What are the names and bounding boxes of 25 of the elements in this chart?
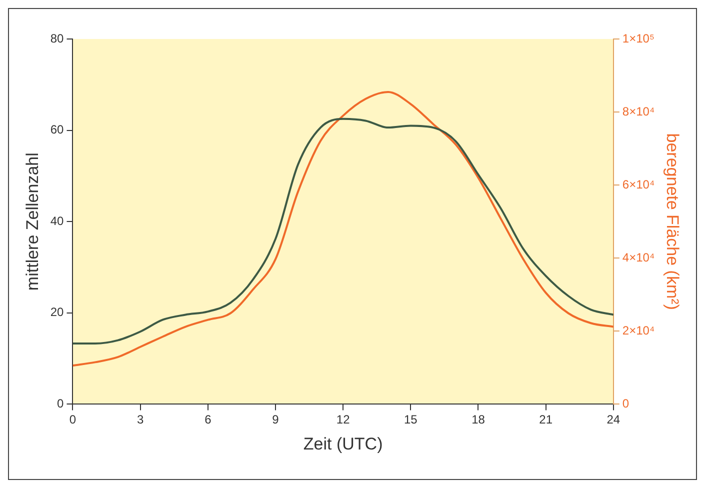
x-tick-label: 24	[606, 412, 620, 427]
y2-tick-label: 0	[622, 396, 630, 411]
x-tick-label: 9	[272, 412, 280, 427]
x-tick-label: 21	[539, 412, 553, 427]
y2-tick-label: 1×10⁵	[622, 31, 654, 46]
x-tick-label: 15	[404, 412, 418, 427]
line-series	[72, 118, 614, 344]
y2-axis-title: beregnete Fläche (km²)	[663, 133, 682, 310]
y-axis-title: mittlere Zellenzahl	[22, 152, 42, 291]
x-tick-label: 0	[69, 412, 76, 427]
x-axis-title: Zeit (UTC)	[303, 434, 383, 454]
y2-tick-label: 4×10⁴	[622, 250, 655, 264]
y-tick-label: 0	[57, 396, 64, 411]
y2-tick-label: 2×10⁴	[622, 323, 655, 338]
y-tick-label: 80	[50, 31, 64, 46]
line-series	[72, 90, 614, 366]
x-tick-label: 6	[204, 412, 212, 427]
y2-tick-label: 8×10⁴	[622, 104, 655, 118]
x-tick-label: 12	[336, 412, 350, 427]
y-tick-label: 60	[50, 122, 64, 137]
y-tick-label: 20	[50, 305, 64, 320]
x-tick-label: 18	[472, 412, 486, 427]
x-tick-label: 3	[136, 412, 144, 427]
y2-tick-label: 6×10⁴	[622, 177, 655, 192]
y-tick-label: 40	[50, 214, 64, 228]
